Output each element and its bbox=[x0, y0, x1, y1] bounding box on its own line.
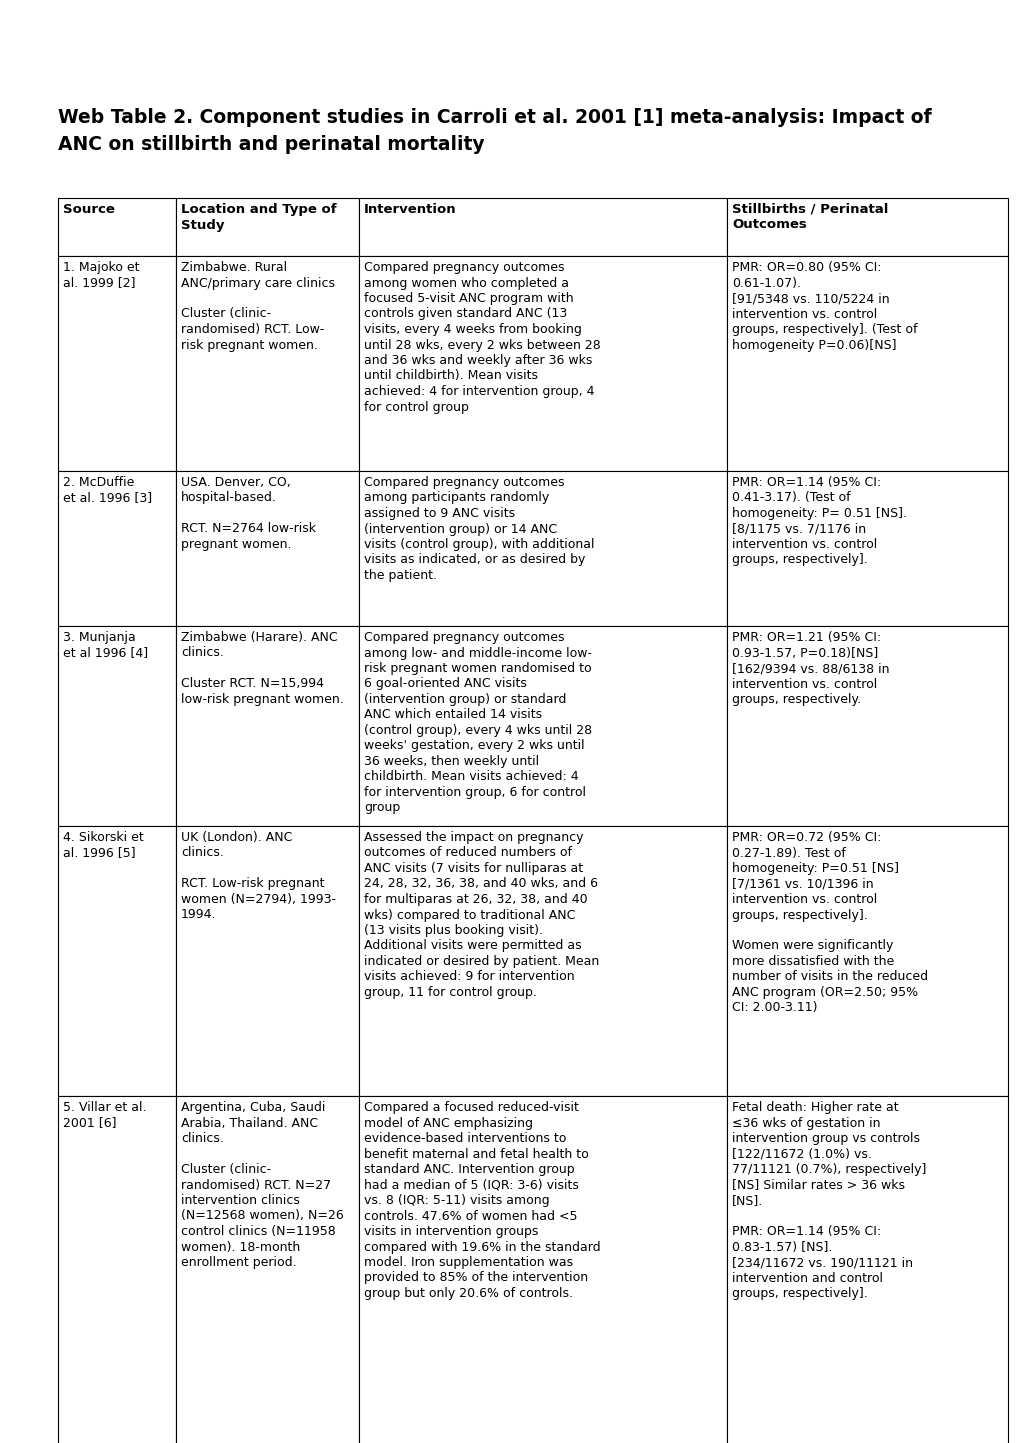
Bar bbox=[727, 626, 1007, 825]
Text: Compared a focused reduced-visit
model of ANC emphasizing
evidence-based interve: Compared a focused reduced-visit model o… bbox=[364, 1101, 600, 1300]
Bar bbox=[176, 198, 359, 255]
Text: PMR: OR=1.14 (95% CI:
0.41-3.17). (Test of
homogeneity: P= 0.51 [NS].
[8/1175 vs: PMR: OR=1.14 (95% CI: 0.41-3.17). (Test … bbox=[732, 476, 906, 567]
Text: Intervention: Intervention bbox=[364, 203, 457, 216]
Bar bbox=[359, 626, 727, 825]
Text: 1. Majoko et
al. 1999 [2]: 1. Majoko et al. 1999 [2] bbox=[63, 261, 140, 290]
Bar bbox=[359, 825, 727, 1097]
Bar bbox=[58, 626, 176, 825]
Bar bbox=[58, 1097, 176, 1443]
Text: Zimbabwe. Rural
ANC/primary care clinics

Cluster (clinic-
randomised) RCT. Low-: Zimbabwe. Rural ANC/primary care clinics… bbox=[180, 261, 334, 352]
Text: Stillbirths / Perinatal
Outcomes: Stillbirths / Perinatal Outcomes bbox=[732, 203, 888, 231]
Bar bbox=[176, 470, 359, 626]
Bar bbox=[359, 1097, 727, 1443]
Bar bbox=[727, 1097, 1007, 1443]
Text: PMR: OR=0.72 (95% CI:
0.27-1.89). Test of
homogeneity: P=0.51 [NS]
[7/1361 vs. 1: PMR: OR=0.72 (95% CI: 0.27-1.89). Test o… bbox=[732, 831, 927, 1014]
Bar bbox=[58, 198, 176, 255]
Bar bbox=[727, 255, 1007, 470]
Bar bbox=[727, 198, 1007, 255]
Text: PMR: OR=1.21 (95% CI:
0.93-1.57, P=0.18)[NS]
[162/9394 vs. 88/6138 in
interventi: PMR: OR=1.21 (95% CI: 0.93-1.57, P=0.18)… bbox=[732, 631, 889, 706]
Text: Assessed the impact on pregnancy
outcomes of reduced numbers of
ANC visits (7 vi: Assessed the impact on pregnancy outcome… bbox=[364, 831, 599, 999]
Text: UK (London). ANC
clinics.

RCT. Low-risk pregnant
women (N=2794), 1993-
1994.: UK (London). ANC clinics. RCT. Low-risk … bbox=[180, 831, 335, 922]
Text: 3. Munjanja
et al 1996 [4]: 3. Munjanja et al 1996 [4] bbox=[63, 631, 148, 659]
Text: PMR: OR=0.80 (95% CI:
0.61-1.07).
[91/5348 vs. 110/5224 in
intervention vs. cont: PMR: OR=0.80 (95% CI: 0.61-1.07). [91/53… bbox=[732, 261, 917, 352]
Bar bbox=[176, 1097, 359, 1443]
Text: ANC on stillbirth and perinatal mortality: ANC on stillbirth and perinatal mortalit… bbox=[58, 136, 484, 154]
Text: Compared pregnancy outcomes
among women who completed a
focused 5-visit ANC prog: Compared pregnancy outcomes among women … bbox=[364, 261, 600, 414]
Text: 2. McDuffie
et al. 1996 [3]: 2. McDuffie et al. 1996 [3] bbox=[63, 476, 152, 505]
Text: USA. Denver, CO,
hospital-based.

RCT. N=2764 low-risk
pregnant women.: USA. Denver, CO, hospital-based. RCT. N=… bbox=[180, 476, 316, 551]
Text: 5. Villar et al.
2001 [6]: 5. Villar et al. 2001 [6] bbox=[63, 1101, 147, 1130]
Text: 4. Sikorski et
al. 1996 [5]: 4. Sikorski et al. 1996 [5] bbox=[63, 831, 144, 860]
Text: Compared pregnancy outcomes
among low- and middle-income low-
risk pregnant wome: Compared pregnancy outcomes among low- a… bbox=[364, 631, 592, 814]
Bar bbox=[359, 255, 727, 470]
Text: Source: Source bbox=[63, 203, 115, 216]
Text: Location and Type of
Study: Location and Type of Study bbox=[180, 203, 336, 231]
Text: Argentina, Cuba, Saudi
Arabia, Thailand. ANC
clinics.

Cluster (clinic-
randomis: Argentina, Cuba, Saudi Arabia, Thailand.… bbox=[180, 1101, 343, 1268]
Bar bbox=[727, 470, 1007, 626]
Bar bbox=[58, 255, 176, 470]
Bar bbox=[727, 825, 1007, 1097]
Bar bbox=[176, 825, 359, 1097]
Text: Web Table 2. Component studies in Carroli et al. 2001 [1] meta-analysis: Impact : Web Table 2. Component studies in Carrol… bbox=[58, 108, 930, 127]
Bar bbox=[58, 470, 176, 626]
Text: Zimbabwe (Harare). ANC
clinics.

Cluster RCT. N=15,994
low-risk pregnant women.: Zimbabwe (Harare). ANC clinics. Cluster … bbox=[180, 631, 343, 706]
Bar bbox=[58, 825, 176, 1097]
Bar bbox=[359, 198, 727, 255]
Text: Fetal death: Higher rate at
≤36 wks of gestation in
intervention group vs contro: Fetal death: Higher rate at ≤36 wks of g… bbox=[732, 1101, 925, 1300]
Bar bbox=[359, 470, 727, 626]
Text: Compared pregnancy outcomes
among participants randomly
assigned to 9 ANC visits: Compared pregnancy outcomes among partic… bbox=[364, 476, 594, 582]
Bar bbox=[176, 255, 359, 470]
Bar bbox=[176, 626, 359, 825]
